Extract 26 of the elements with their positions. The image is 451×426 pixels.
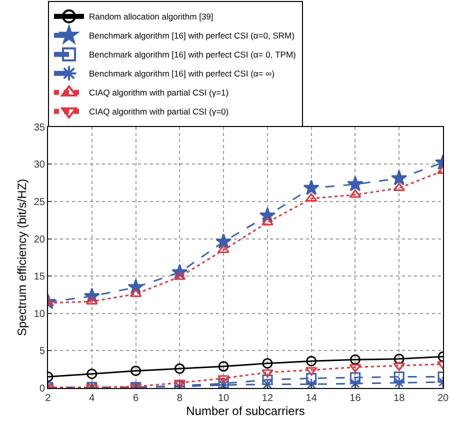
x-tick-label: 4 <box>89 393 96 404</box>
legend-label: Benchmark algorithm [16] with perfect CSI (α= 0, TPM) <box>89 50 296 60</box>
x-tick-label: 12 <box>262 393 274 404</box>
x-tick-label: 18 <box>394 393 406 404</box>
y-tick-label: 0 <box>39 384 46 394</box>
y-axis-title: Spectrum efficiency (bit/s/HZ) <box>15 178 30 336</box>
y-tick-label: 15 <box>34 272 46 283</box>
x-tick-label: 16 <box>350 393 362 404</box>
y-tick-label: 25 <box>34 196 46 208</box>
x-tick-label: 8 <box>176 393 183 404</box>
legend-label: CIAQ algorithm with partial CSI (γ=1) <box>89 88 229 98</box>
y-tick-label: 35 <box>34 122 46 134</box>
y-tick-label: 5 <box>39 346 46 358</box>
x-tick-label: 6 <box>133 393 139 404</box>
x-axis-title: Number of subcarriers <box>186 404 305 418</box>
legend-label: CIAQ algorithm with partial CSI (γ=0) <box>89 106 229 117</box>
legend-label: Benchmark algorithm [16] with perfect CSI (α= ∞) <box>89 68 275 79</box>
x-tick-label: 20 <box>437 393 449 404</box>
y-tick-label: 20 <box>34 234 46 246</box>
legend-label: Random allocation algorithm [39] <box>89 12 214 22</box>
x-tick-label: 10 <box>218 393 230 404</box>
y-tick-label: 10 <box>34 308 46 320</box>
x-tick-label: 14 <box>306 393 318 404</box>
x-tick-label: 2 <box>45 393 52 404</box>
legend-label: Benchmark algorithm [16] with perfect CSI (α=0, SRM) <box>89 30 295 41</box>
y-tick-label: 30 <box>34 160 46 171</box>
